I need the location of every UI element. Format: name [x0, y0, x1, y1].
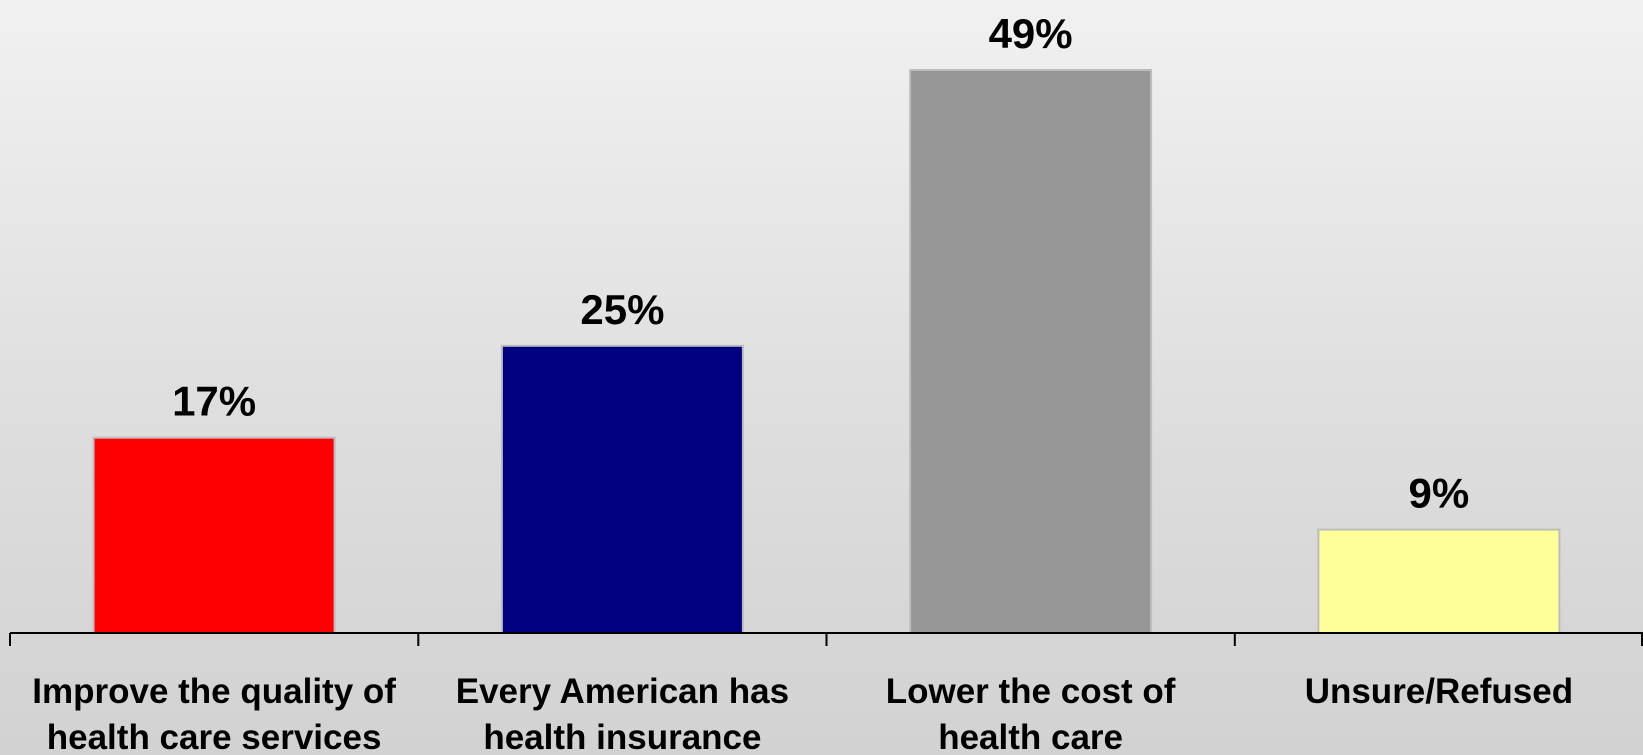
bars-group — [92, 69, 1561, 635]
x-tick-label-1: Improve the quality of health care servic… — [32, 672, 396, 755]
x-tick-labels-group: Improve the quality of health care servic… — [32, 672, 1573, 755]
data-label-2: 25% — [580, 286, 664, 333]
x-tick-label-4: Unsure/Refused — [1305, 672, 1573, 711]
bar-1 — [92, 436, 336, 635]
data-label-1: 17% — [172, 378, 256, 425]
bar-2 — [500, 344, 744, 634]
x-tick-label-2: Every American has health insurance — [456, 672, 789, 755]
x-axis — [9, 632, 1643, 646]
x-tick-label-3: Lower the cost of health care — [886, 672, 1176, 755]
data-labels-group: 17% 25% 49% 9% — [172, 10, 1469, 517]
data-label-4: 9% — [1409, 470, 1470, 517]
bar-3 — [909, 69, 1153, 634]
bar-4 — [1317, 528, 1561, 634]
data-label-3: 49% — [989, 10, 1073, 57]
